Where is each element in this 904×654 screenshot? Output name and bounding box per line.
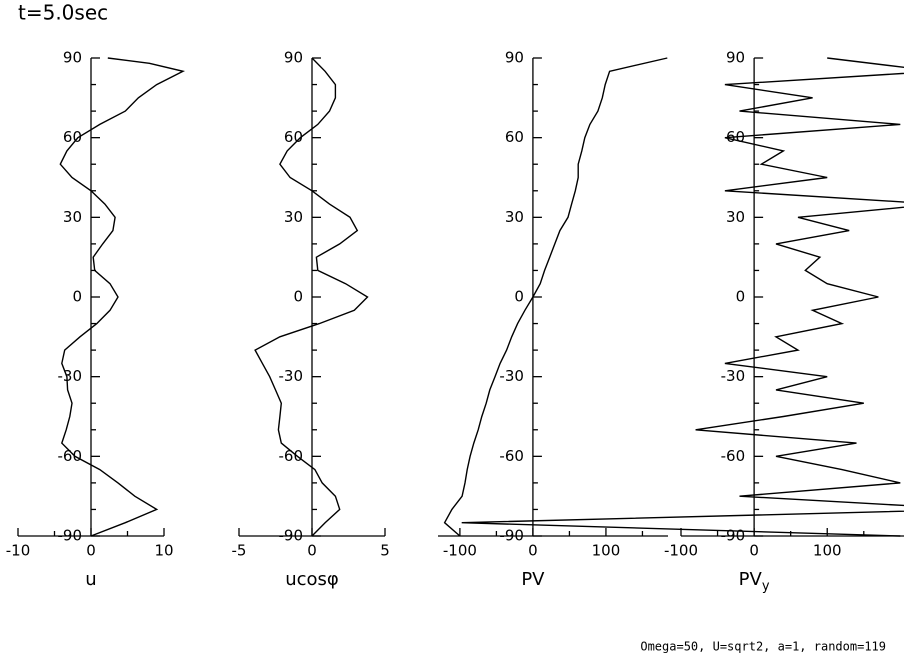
y-tick-label: -90 [279,527,304,545]
y-tick-label: 90 [505,49,524,67]
x-tick-label: 0 [86,542,96,560]
x-axis-label: PVy [739,569,770,594]
y-tick-label: -60 [58,447,83,465]
title: t=5.0sec [18,1,108,25]
y-tick-label: -30 [499,367,524,385]
x-axis-label: u [85,569,96,590]
y-tick-label: 60 [63,128,82,146]
y-tick-label: -30 [58,367,83,385]
profile-line [254,57,369,537]
x-tick-label: 10 [154,542,173,560]
x-tick-label: 100 [813,542,842,560]
x-tick-label: -10 [6,542,31,560]
y-tick-label: -60 [279,447,304,465]
y-tick-label: -90 [499,527,524,545]
profile-line [59,57,186,537]
x-axis-label-main: PV [739,569,763,590]
y-tick-label: 60 [284,128,303,146]
y-tick-label: -30 [279,367,304,385]
x-axis-label-main: u [85,569,96,590]
x-axis-label-main: PV [521,569,545,590]
y-tick-label: 0 [736,288,746,306]
y-tick-label: 30 [63,208,82,226]
x-tick-label: -100 [664,542,698,560]
x-tick-label: -100 [443,542,477,560]
x-axis-label: ucosφ [285,569,339,590]
y-tick-label: 90 [63,49,82,67]
note: Omega=50, U=sqrt2, a=1, random=119 [640,640,886,654]
y-tick-label: 0 [514,288,524,306]
y-tick-label: 0 [293,288,303,306]
y-tick-label: -60 [499,447,524,465]
y-tick-label: 0 [72,288,82,306]
y-tick-label: -90 [721,527,746,545]
x-tick-label: -5 [232,542,247,560]
x-tick-label: 100 [592,542,621,560]
y-tick-label: -90 [58,527,83,545]
x-tick-label: 0 [307,542,317,560]
x-axis-label-subscript: y [762,579,770,594]
x-axis-label: PV [521,569,545,590]
y-tick-label: 30 [505,208,524,226]
x-axis-label-main: ucosφ [285,569,339,590]
profile-line [443,57,668,537]
x-tick-label: 0 [528,542,538,560]
x-tick-label: 0 [749,542,759,560]
y-tick-label: 90 [726,49,745,67]
y-tick-label: 90 [284,49,303,67]
y-tick-label: -30 [721,367,746,385]
y-tick-label: 60 [505,128,524,146]
y-tick-label: 30 [284,208,303,226]
x-tick-label: 5 [380,542,390,560]
profile-line [461,57,904,537]
y-tick-label: 30 [726,208,745,226]
y-tick-label: -60 [721,447,746,465]
